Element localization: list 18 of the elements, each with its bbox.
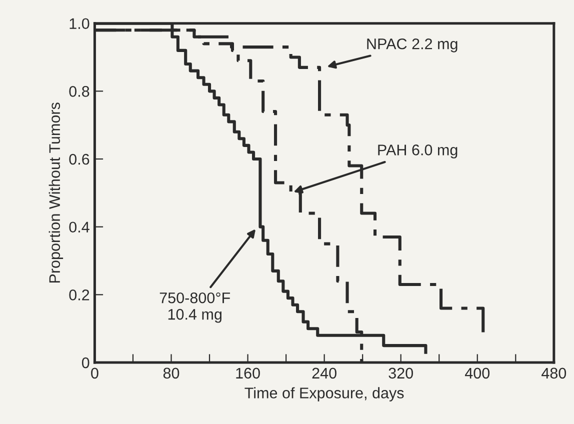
y-tick-label: 0: [82, 357, 90, 368]
x-axis-title: Time of Exposure, days: [244, 387, 404, 402]
x-tick-label: 80: [163, 368, 180, 379]
x-tick-label: 480: [542, 368, 566, 379]
x-tick-label: 400: [464, 368, 490, 379]
y-tick-label: 1.0: [70, 18, 90, 30]
x-tick-label: 160: [236, 368, 260, 379]
y-tick-label: 0.6: [69, 154, 90, 165]
y-tick-label: 0.8: [69, 86, 90, 97]
y-axis-title: Proportion Without Tumors: [48, 102, 64, 283]
annotation: PAH 6.0 mg: [378, 144, 458, 158]
x-tick-label: 0: [91, 368, 98, 379]
annotation: 750-800°F 10.4 mg: [160, 292, 230, 323]
x-tick-label: 240: [312, 368, 336, 379]
y-tick-label: 0.2: [69, 290, 90, 300]
y-tick-label: 0.4: [69, 222, 90, 233]
annotation: NPAC 2.2 mg: [367, 38, 458, 52]
x-tick-label: 320: [388, 368, 413, 379]
